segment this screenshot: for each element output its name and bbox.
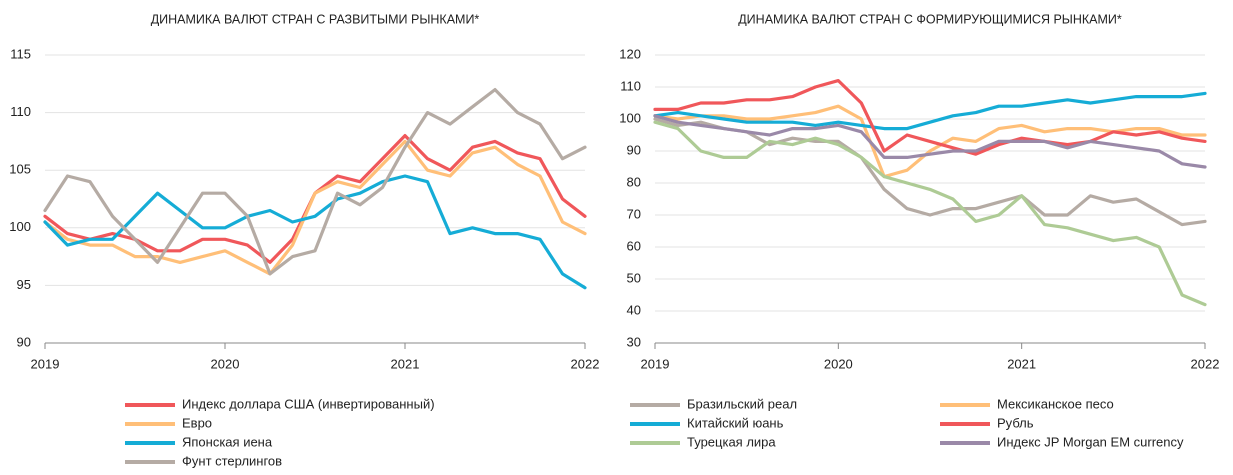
y-tick-label: 95 [17, 277, 31, 292]
y-tick-label: 80 [627, 174, 641, 189]
legend-label: Японская иена [182, 434, 273, 449]
y-tick-label: 100 [9, 219, 31, 234]
series-line [43, 139, 587, 276]
x-tick-label: 2022 [571, 356, 600, 371]
legend-label: Индекс доллара США (инвертированный) [182, 396, 435, 411]
legend-label: Мексиканское песо [997, 396, 1114, 411]
y-tick-label: 115 [10, 46, 31, 61]
series-line [43, 88, 587, 276]
y-tick-label: 70 [627, 206, 641, 221]
y-tick-label: 40 [627, 302, 641, 317]
y-tick-label: 50 [627, 270, 641, 285]
x-tick-label: 2021 [1007, 356, 1036, 371]
legend-label: Бразильский реал [687, 396, 797, 411]
y-tick-label: 110 [620, 78, 641, 93]
legend-label: Китайский юань [687, 415, 784, 430]
legend-label: Индекс JP Morgan EM currency [997, 434, 1184, 449]
series-line [653, 91, 1207, 131]
legend-label: Турецкая лира [687, 434, 776, 449]
x-tick-label: 2019 [641, 356, 670, 371]
x-tick-label: 2021 [391, 356, 420, 371]
series-line [43, 174, 587, 290]
y-tick-label: 90 [627, 142, 641, 157]
y-tick-label: 90 [17, 334, 31, 349]
y-tick-label: 100 [619, 110, 641, 125]
x-tick-label: 2020 [824, 356, 853, 371]
chart-title: ДИНАМИКА ВАЛЮТ СТРАН С РАЗВИТЫМИ РЫНКАМИ… [151, 12, 480, 26]
series-line [653, 114, 1207, 169]
legend-label: Фунт стерлингов [182, 453, 282, 468]
x-tick-label: 2020 [211, 356, 240, 371]
x-tick-label: 2019 [31, 356, 60, 371]
series-line [653, 120, 1207, 307]
y-tick-label: 110 [10, 104, 31, 119]
y-tick-label: 30 [627, 334, 641, 349]
y-tick-label: 60 [627, 238, 641, 253]
x-tick-label: 2022 [1191, 356, 1220, 371]
series-line [653, 79, 1207, 156]
series-line [653, 117, 1207, 227]
legend-label: Рубль [997, 415, 1034, 430]
legend-label: Евро [182, 415, 212, 430]
y-tick-label: 120 [619, 46, 641, 61]
chart-title: ДИНАМИКА ВАЛЮТ СТРАН С ФОРМИРУЮЩИМИСЯ РЫ… [738, 12, 1122, 26]
y-tick-label: 105 [9, 162, 31, 177]
